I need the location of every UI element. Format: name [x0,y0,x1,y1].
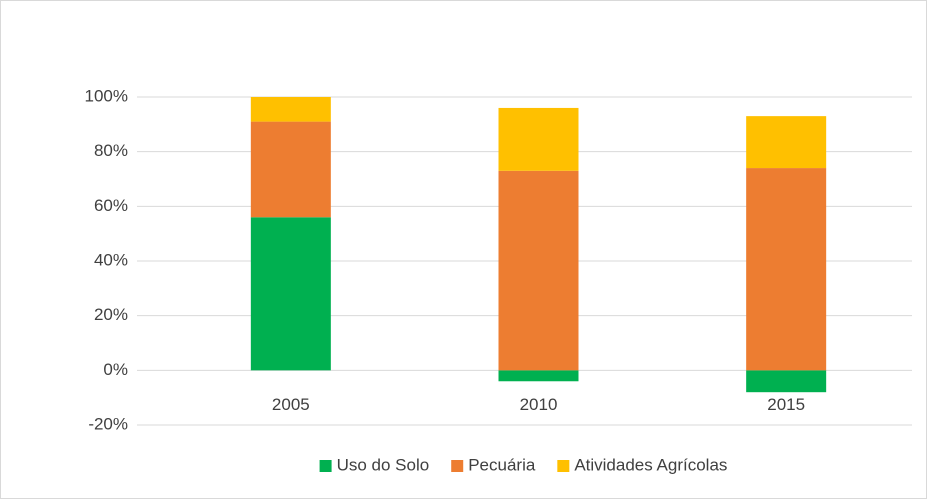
y-tick-label: 80% [94,141,128,160]
x-tick-label: 2010 [520,395,558,414]
bar-segment [250,121,331,218]
legend-swatch [319,460,332,472]
y-tick-label: 60% [94,196,128,215]
bar-segment [746,116,827,169]
x-tick-label: 2005 [272,395,310,414]
bar-segment [250,217,331,371]
bar-segment [746,370,827,393]
bar-segment [746,168,827,371]
y-tick-label: 0% [103,360,128,379]
legend-label: Pecuária [468,455,536,474]
bar-segment [250,97,331,122]
bar-segment [498,170,579,371]
y-tick-label: 20% [94,305,128,324]
y-tick-label: -20% [88,414,128,433]
y-tick-label: 40% [94,250,128,269]
legend-swatch [557,460,570,472]
bar-segment [498,370,579,382]
x-tick-label: 2015 [767,395,805,414]
legend-label: Uso do Solo [337,455,430,474]
legend-label: Atividades Agrícolas [574,455,727,474]
y-tick-label: 100% [85,86,128,105]
legend-swatch [451,460,464,472]
bar-segment [498,107,579,171]
